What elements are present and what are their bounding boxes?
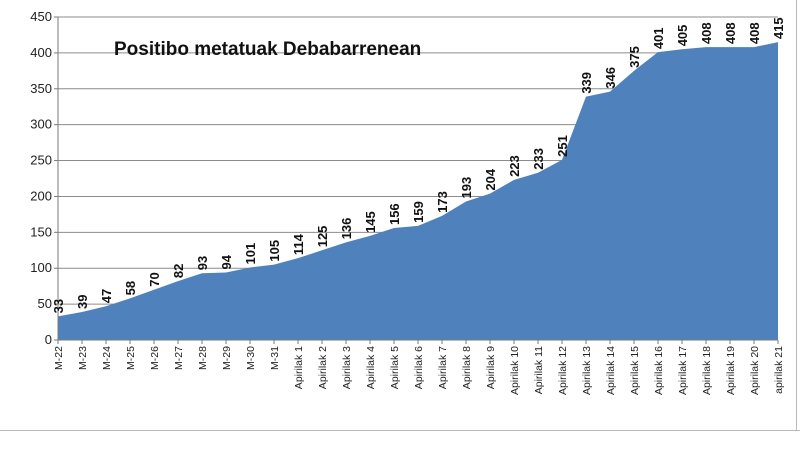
x-tick-label: Apirilak 18 (701, 346, 713, 395)
data-labels: 33 39 47 58 70 82 93 94 101 105 114 125 136 145 156 159… (51, 17, 786, 313)
data-label: 136 (339, 218, 354, 240)
x-tick-label: Apirilak 3 (341, 346, 353, 389)
x-tick-label: Apirilak 20 (749, 346, 761, 395)
x-tick-label: M-31 (269, 346, 281, 370)
x-tick-label: M-25 (125, 346, 137, 370)
x-tick-label: Apirilak 14 (605, 346, 617, 395)
y-tick-label: 200 (30, 188, 52, 203)
data-label: 408 (699, 22, 714, 44)
data-label: 33 (51, 299, 66, 313)
data-label: 156 (387, 203, 402, 225)
data-label: 339 (579, 72, 594, 94)
data-label: 70 (147, 272, 162, 286)
data-label: 101 (243, 243, 258, 265)
x-axis-ticks: M-22 M-23 M-24 M-25 M-26 M-27 M-28 M-29 M-30 M-31… (53, 346, 785, 395)
x-tick-label: Apirilak 1 (293, 346, 305, 389)
x-tick-label: Apirilak 7 (437, 346, 449, 389)
x-tick-label: M-22 (53, 346, 65, 370)
data-label: 405 (675, 25, 690, 47)
data-label: 105 (267, 240, 282, 262)
data-label: 82 (171, 264, 186, 278)
data-label: 401 (651, 27, 666, 49)
y-tick-label: 350 (30, 81, 52, 96)
data-label: 159 (411, 201, 426, 223)
data-label: 173 (435, 191, 450, 213)
chart-title: Positibo metatuak Debabarrenean (114, 39, 421, 60)
y-axis-ticks: 0 50 100 150 200 250 300 350 400 450 (30, 9, 52, 347)
x-tick-label: Apirilak 9 (485, 346, 497, 389)
data-label: 415 (771, 17, 786, 39)
area-fill (58, 42, 778, 340)
x-tick-label: Apirilak 17 (677, 346, 689, 395)
data-label: 39 (75, 295, 90, 309)
gridlines (58, 16, 778, 305)
x-tick-label: Apirilak 11 (533, 346, 545, 394)
y-tick-label: 400 (30, 45, 52, 60)
data-label: 251 (555, 135, 570, 157)
x-tick-label: Apirilak 8 (461, 346, 473, 389)
y-tick-label: 100 (30, 260, 52, 275)
data-label: 145 (363, 211, 378, 233)
frame-border-right (796, 0, 797, 431)
x-tick-label: Apirilak 4 (365, 346, 377, 389)
frame-border-bottom (0, 430, 800, 431)
y-tick-label: 50 (38, 296, 52, 311)
x-tick-label: Apirilak 12 (557, 346, 569, 395)
data-label: 125 (315, 226, 330, 248)
data-label: 114 (291, 233, 306, 255)
x-tick-label: Apirilak 5 (389, 346, 401, 389)
x-tick-label: M-30 (245, 346, 257, 370)
data-label: 375 (627, 46, 642, 68)
data-label: 47 (99, 289, 114, 303)
x-tick-label: Apirilak 2 (317, 346, 329, 389)
x-tick-label: M-29 (221, 346, 233, 370)
y-tick-label: 250 (30, 153, 52, 168)
x-tick-label: Apirilak 6 (413, 346, 425, 389)
x-tick-label: Apirilak 16 (653, 346, 665, 395)
y-tick-label: 0 (45, 332, 52, 347)
data-label: 223 (507, 155, 522, 177)
x-tick-label: Apirilak 15 (629, 346, 641, 395)
x-tick-label: Apirilak 10 (509, 346, 521, 395)
x-tick-label: Apirilak 13 (581, 346, 593, 395)
y-tick-label: 300 (30, 117, 52, 132)
data-label: 408 (723, 22, 738, 44)
y-tick-label: 450 (30, 9, 52, 24)
axes (54, 16, 779, 344)
x-tick-label: M-28 (197, 346, 209, 370)
x-tick-label: M-26 (149, 346, 161, 370)
data-label: 58 (123, 281, 138, 295)
data-label: 408 (747, 22, 762, 44)
x-tick-label: M-24 (101, 346, 113, 370)
x-tick-label: M-23 (77, 346, 89, 370)
y-tick-label: 150 (30, 224, 52, 239)
data-label: 204 (483, 168, 498, 190)
area-series (57, 42, 779, 340)
x-tick-label: Apirilak 19 (725, 346, 737, 395)
data-label: 93 (195, 256, 210, 270)
x-tick-label: apirilak 21 (773, 346, 785, 394)
data-label: 233 (531, 148, 546, 170)
data-label: 346 (603, 67, 618, 89)
x-tick-label: M-27 (173, 346, 185, 370)
data-label: 94 (219, 254, 234, 269)
data-label: 193 (459, 177, 474, 199)
